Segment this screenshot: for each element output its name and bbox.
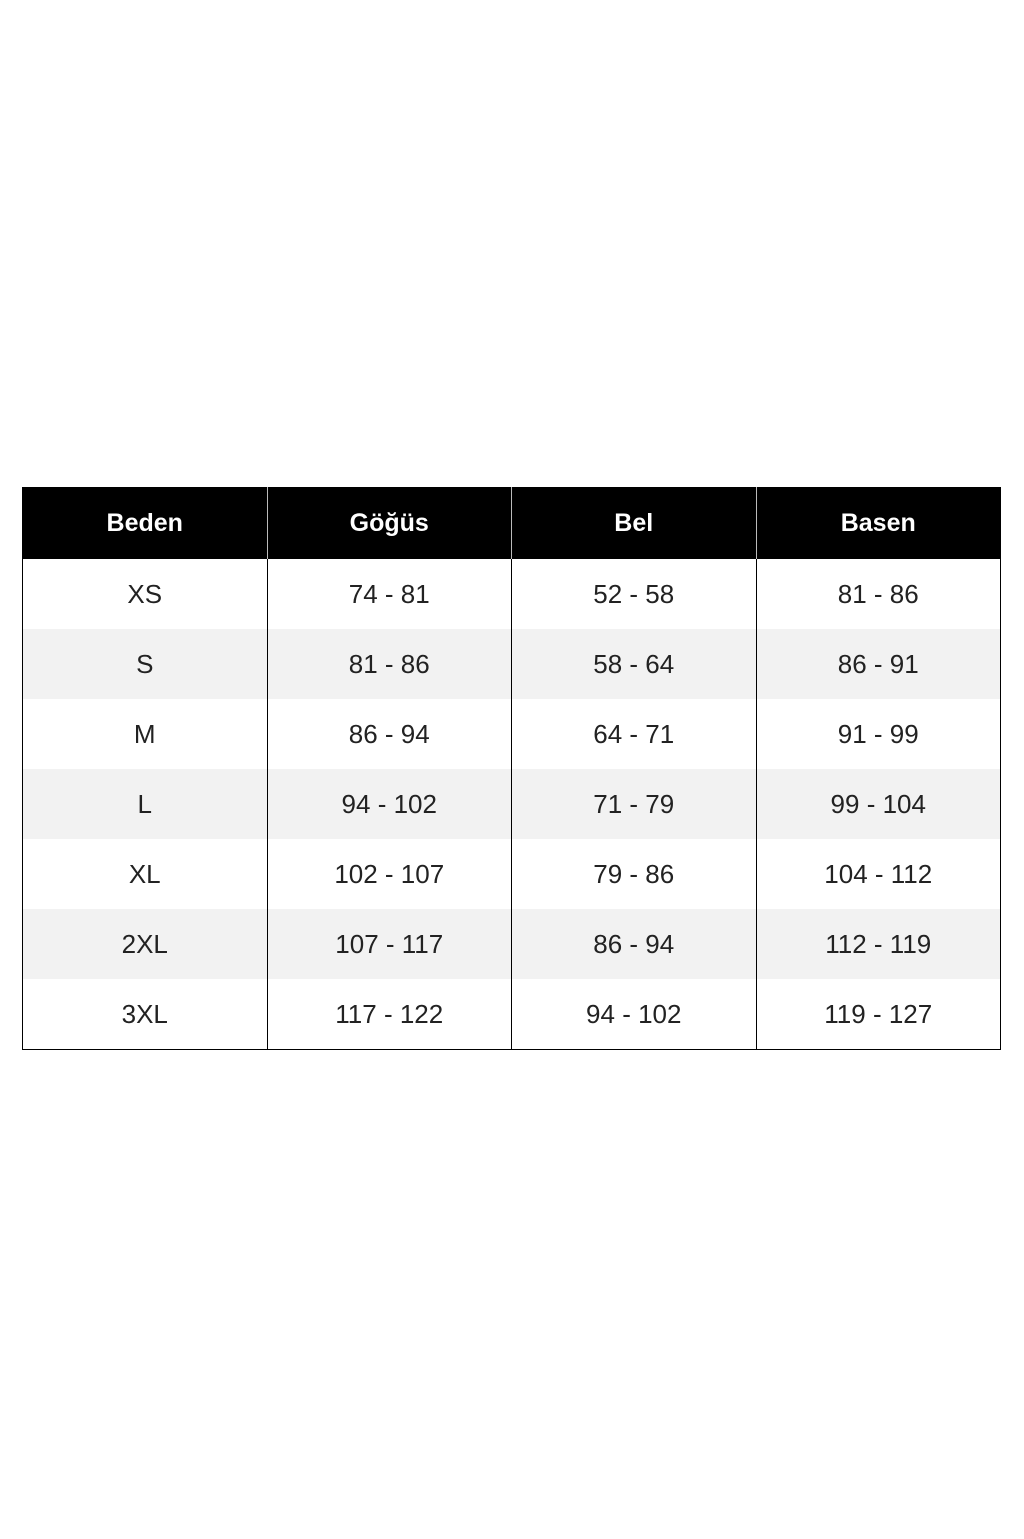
header-beden: Beden: [22, 487, 267, 559]
table-row: 3XL 117 - 122 94 - 102 119 - 127: [22, 979, 1001, 1050]
table-row: S 81 - 86 58 - 64 86 - 91: [22, 629, 1001, 699]
table-cell: 94 - 102: [511, 979, 757, 1050]
table-cell: 119 - 127: [755, 979, 1001, 1050]
table-cell: 81 - 86: [266, 629, 512, 699]
table-row: L 94 - 102 71 - 79 99 - 104: [22, 769, 1001, 839]
table-row: 2XL 107 - 117 86 - 94 112 - 119: [22, 909, 1001, 979]
size-chart-table: Beden Göğüs Bel Basen XS 74 - 81 52 - 58 81…: [22, 487, 1001, 1050]
table-cell: 99 - 104: [755, 769, 1001, 839]
table-cell: 117 - 122: [266, 979, 512, 1050]
table-cell: 102 - 107: [266, 839, 512, 909]
table-cell: 52 - 58: [511, 559, 757, 629]
table-cell: XS: [22, 559, 268, 629]
table-cell: S: [22, 629, 268, 699]
table-cell: M: [22, 699, 268, 769]
table-cell: 71 - 79: [511, 769, 757, 839]
table-cell: 58 - 64: [511, 629, 757, 699]
table-cell: 104 - 112: [755, 839, 1001, 909]
table-cell: 107 - 117: [266, 909, 512, 979]
header-row: Beden Göğüs Bel Basen: [22, 487, 1001, 559]
table-cell: 86 - 94: [511, 909, 757, 979]
header-gogus: Göğüs: [266, 487, 512, 559]
table-cell: 94 - 102: [266, 769, 512, 839]
table-cell: 86 - 94: [266, 699, 512, 769]
table-cell: L: [22, 769, 268, 839]
table-cell: 86 - 91: [755, 629, 1001, 699]
header-bel: Bel: [511, 487, 756, 559]
table-body: XS 74 - 81 52 - 58 81 - 86 S 81 - 86 58 - 64 86…: [22, 559, 1001, 1050]
table-cell: 2XL: [22, 909, 268, 979]
table-row: M 86 - 94 64 - 71 91 - 99: [22, 699, 1001, 769]
header-basen: Basen: [755, 487, 1001, 559]
table-cell: 79 - 86: [511, 839, 757, 909]
table-row: XS 74 - 81 52 - 58 81 - 86: [22, 559, 1001, 629]
table-cell: 74 - 81: [266, 559, 512, 629]
table-cell: XL: [22, 839, 268, 909]
table-cell: 3XL: [22, 979, 268, 1050]
table-cell: 91 - 99: [755, 699, 1001, 769]
table-cell: 112 - 119: [755, 909, 1001, 979]
table-cell: 64 - 71: [511, 699, 757, 769]
table-cell: 81 - 86: [755, 559, 1001, 629]
table-row: XL 102 - 107 79 - 86 104 - 112: [22, 839, 1001, 909]
